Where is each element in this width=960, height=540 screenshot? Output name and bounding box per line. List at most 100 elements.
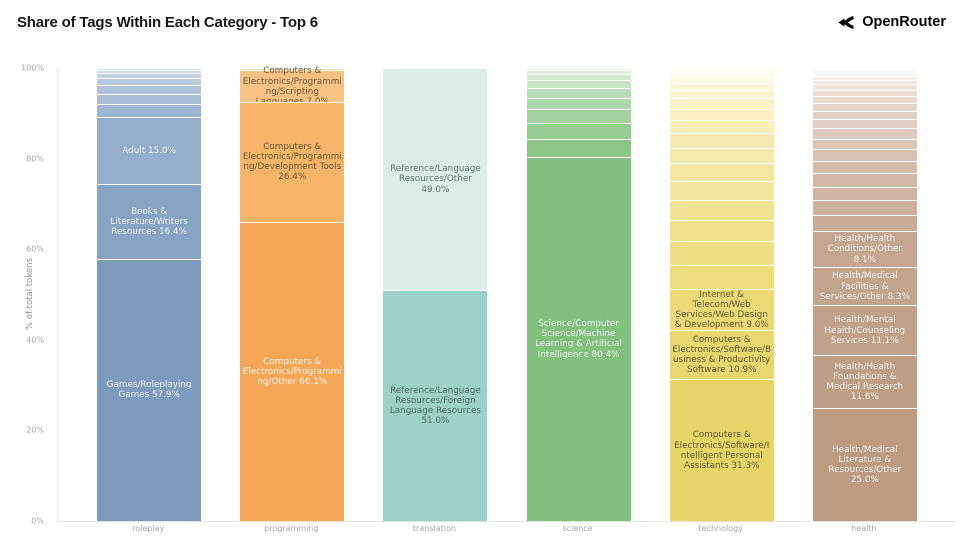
segment-technology-minor [669,219,774,242]
segment-label: Computers & Electronics/Programming/Othe… [242,356,342,387]
y-tick-80%: 80% [26,154,44,164]
segment-science-minor [526,139,631,157]
segment-health-minor [812,119,917,129]
segment-health-minor [812,67,917,69]
bar-translation: Reference/Language Resources/Foreign Lan… [383,68,488,521]
segment-technology: Internet & Telecom/Web Services/Web Desi… [669,289,774,331]
segment-health-minor [812,186,917,201]
x-tick-roleplay: roleplay [132,524,165,533]
segment-technology-minor [669,72,774,77]
segment-technology-minor [669,163,774,181]
segment-technology-minor [669,98,774,109]
segment-health-minor [812,215,917,231]
segment-health-minor [812,75,917,80]
segment-label: Computers & Electronics/Software/Busines… [672,334,772,376]
segment-label: Games/Roleplaying Games 57.9% [106,380,192,401]
segment-health: Health/Health Foundations & Medical Rese… [812,355,917,408]
segment-label: Internet & Telecom/Web Services/Web Desi… [674,289,769,331]
y-tick-60%: 60% [26,244,44,254]
segment-health-minor [812,128,917,139]
x-tick-translation: translation [412,524,456,533]
y-tick-40%: 40% [26,335,44,345]
segment-science-minor [526,73,631,80]
brand-logo[interactable]: OpenRouter [838,14,946,30]
segment-health-minor [812,95,917,103]
segment-roleplay-minor [97,78,202,86]
segment-science-minor [526,109,631,124]
segment-health-minor [812,68,917,71]
segment-roleplay-minor [97,68,202,70]
segment-technology-minor [669,199,774,220]
segment-health-minor [812,102,917,111]
segment-label: Computers & Electronics/Programming/Scri… [242,66,342,106]
segment-health-minor [812,138,917,150]
segment-programming: Computers & Electronics/Programming/Deve… [240,102,345,222]
segment-health: Health/Medical Literature & Resources/Ot… [812,407,917,521]
segment-technology-minor [669,108,774,121]
bar-technology: Computers & Electronics/Software/Intelli… [669,68,774,521]
segment-health-minor [812,79,917,85]
segment-roleplay-minor [97,94,202,105]
segment-technology-minor [669,68,774,70]
segment-health-minor [812,149,917,161]
segment-health: Health/Mental Health/Counseling Services… [812,304,917,356]
segment-programming: Computers & Electronics/Programming/Scri… [240,66,345,107]
segment-programming-minor [240,68,345,71]
segment-science-minor [526,79,631,88]
segment-health-minor [812,70,917,73]
segment-technology-minor [669,89,774,99]
segment-roleplay-minor [97,73,202,79]
y-tick-100%: 100% [21,63,44,73]
x-tick-programming: programming [264,524,319,533]
segment-technology-minor [669,147,774,164]
segment-technology-minor [669,180,774,200]
segment-science-minor [526,97,631,110]
segment-science-minor [526,123,631,140]
segment-label: Health/Health Foundations & Medical Rese… [826,361,904,403]
segment-technology: Computers & Electronics/Software/Intelli… [669,379,774,521]
plot-area: Games/Roleplaying Games 57.9% Books & Lit… [57,66,956,522]
segment-science-minor [526,70,631,74]
segment-programming: Computers & Electronics/Programming/Othe… [240,221,345,521]
x-tick-technology: technology [698,524,743,533]
y-tick-0%: 0% [31,516,44,526]
segment-roleplay-minor [97,85,202,95]
segment-technology-minor [669,69,774,73]
segment-roleplay: Books & Literature/Writers Resources 16.… [97,184,202,259]
x-tick-health: health [851,524,877,533]
segment-roleplay: Games/Roleplaying Games 57.9% [97,258,202,521]
segment-label: Science/Computer Science/Machine Learnin… [535,319,622,360]
segment-health-minor [812,84,917,90]
bar-programming: Computers & Electronics/Programming/Othe… [240,66,345,521]
segment-label: Reference/Language Resources/Other 49.0% [390,164,481,195]
segment-technology-minor [669,82,774,90]
segment-health: Health/Health Conditions/Other 8.1% [812,230,917,268]
segment-label: Adult 15.0% [122,145,176,156]
segment-technology-minor [669,76,774,83]
chart-title: Share of Tags Within Each Category - Top… [17,14,318,31]
brand-name: OpenRouter [862,14,946,30]
segment-label: Books & Literature/Writers Resources 16.… [110,206,188,238]
segment-technology-minor [669,241,774,265]
segment-roleplay-minor [97,69,202,74]
segment-roleplay-minor [97,104,202,117]
segment-science-minor [526,87,631,98]
x-tick-science: science [562,524,593,533]
segment-health-minor [812,72,917,76]
bar-science: Science/Computer Science/Machine Learnin… [526,68,631,521]
segment-technology-minor [669,133,774,148]
segment-roleplay: Adult 15.0% [97,116,202,185]
segment-health-minor [812,160,917,174]
segment-label: Health/Medical Literature & Resources/Ot… [828,444,902,485]
segment-translation: Reference/Language Resources/Foreign Lan… [383,289,488,521]
bar-health: Health/Medical Literature & Resources/Ot… [812,67,917,521]
segment-translation: Reference/Language Resources/Other 49.0% [383,68,488,290]
y-axis-ticks: 0% 20% 40% 60% 80% 100% [0,64,50,526]
segment-health-minor [812,110,917,120]
segment-label: Computers & Electronics/Programming/Deve… [242,142,342,183]
segment-health-minor [812,89,917,96]
segment-technology-minor [669,120,774,134]
y-tick-20%: 20% [26,425,44,435]
segment-science: Science/Computer Science/Machine Learnin… [526,156,631,521]
